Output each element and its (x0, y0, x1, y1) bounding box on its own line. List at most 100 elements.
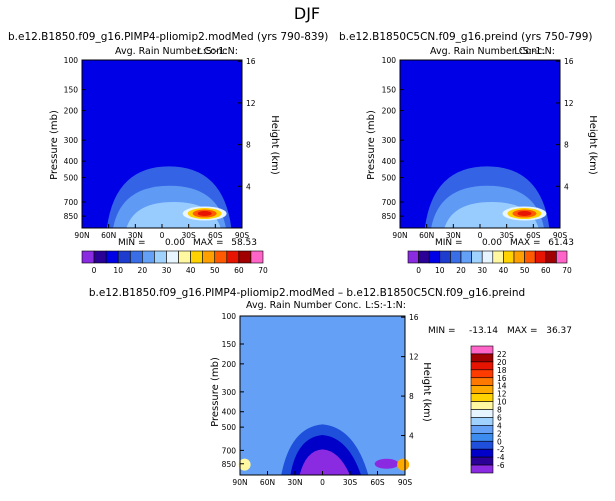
panel-3-max-label: MAX = (507, 326, 538, 336)
panel-1-xtick-label: 30N (128, 231, 143, 240)
panel-1-min-label: MIN = (118, 238, 146, 248)
panel-2-xtick-label: 30S (500, 231, 515, 240)
panel-1-min: 0.00 (165, 238, 185, 248)
panel-2-xtick-label: 90S (553, 231, 568, 240)
panel-2-ytick-label: 700 (382, 198, 397, 207)
panel-3-plot: 90N 60N 30N 0 30S 60S 90S 100 150 200 300 400 500 700… (222, 312, 419, 487)
panel-1-y2tick-label: 16 (246, 57, 256, 66)
panel-3-y2tick-label: 8 (409, 392, 414, 401)
panel-1-max-label: MAX = (193, 238, 224, 248)
panel-3-colorbar-label: 0 (497, 437, 502, 446)
panel-3-colorbar-swatch (470, 353, 494, 363)
panel-1-colorbar-swatch (142, 250, 155, 264)
panel-2-colorbar-label: 30 (477, 266, 487, 275)
panel-1-ytick-label: 150 (64, 86, 79, 95)
panel-1-colorbar-swatch (117, 250, 131, 264)
panel-3-colorbar-swatch (470, 345, 494, 355)
panel-3-colorbar-label: -6 (497, 461, 505, 470)
panel-1-colorbar-swatch (93, 250, 107, 264)
panel-3-ylabel: Pressure (mb) (210, 357, 221, 427)
panel-2-title: b.e12.B1850C5CN.f09_g16.preind (yrs 750-… (339, 31, 592, 43)
panel-1-colorbar-label: 10 (113, 266, 123, 275)
panel-3-ytick-label: 400 (222, 408, 237, 417)
panel-2-plot: 90N 60N 30N 0 30S 60S 90S 100 150 200 300 400 500 700… (382, 56, 574, 240)
panel-1-ytick-label: 100 (64, 56, 79, 65)
panel-1-subtitle: Avg. Rain Number Conc. (115, 46, 230, 57)
panel-2-ytick-label: 400 (382, 157, 397, 166)
panel-3-xtick-label: 30N (287, 478, 302, 487)
panel-3-negative-band (299, 449, 350, 475)
panel-2-colorbar-label: 20 (456, 266, 466, 275)
panel-1-colorbar-label: 60 (234, 266, 244, 275)
panel-3-colorbar-label: 4 (497, 421, 502, 430)
panel-1-max: 58.53 (231, 238, 257, 248)
panel-1-colorbar-swatch (178, 250, 191, 264)
panel-3-max: 36.37 (546, 326, 572, 336)
panel-2-colorbar-swatch (428, 250, 441, 264)
panel-3-colorbar-swatch (470, 456, 494, 466)
panel-3-colorbar-swatch (470, 401, 494, 410)
panel-3-xtick-label: 90N (232, 478, 247, 487)
panel-3-colorbar-label: -4 (497, 453, 505, 462)
panel-2: b.e12.B1850C5CN.f09_g16.preind (yrs 750-… (339, 31, 598, 275)
panel-2-ytick-label: 100 (382, 56, 397, 65)
panel-2-ytick-label: 500 (382, 173, 397, 182)
panel-3-colorbar-label: 16 (497, 374, 507, 383)
panel-1-colorbar-label: 30 (162, 266, 172, 275)
panel-2-colorbar-label: 40 (499, 266, 509, 275)
panel-2-colorbar-swatch (556, 250, 568, 264)
panel-2-colorbar-swatch (439, 250, 451, 264)
panel-2-colorbar-label: 70 (562, 266, 572, 275)
panel-3-colorbar-swatch (470, 409, 494, 418)
panel-2-colorbar-swatch (460, 250, 472, 264)
panel-3-colorbar-label: 10 (497, 398, 507, 407)
panel-1-hotspot-band (197, 211, 212, 217)
panel-2-colorbar-label: 50 (520, 266, 530, 275)
panel-1-ytick-label: 500 (64, 173, 79, 182)
panel-3-ytick-label: 850 (222, 460, 237, 469)
panel-3-negative-band (374, 458, 399, 469)
panel-1-colorbar-swatch (190, 250, 203, 264)
panel-3-xtick-label: 60N (260, 478, 275, 487)
panel-1-colorbar-label: 50 (210, 266, 220, 275)
panel-2-colorbar-label: 10 (435, 266, 445, 275)
panel-3-positive-band (397, 458, 410, 471)
panel-1-xtick-label: 0 (160, 231, 165, 240)
panel-3-min-label: MIN = (428, 326, 456, 336)
panel-2-colorbar-swatch (534, 250, 547, 264)
panel-1-xtick-label: 60N (101, 231, 116, 240)
panel-3-xtick-label: 60S (370, 478, 385, 487)
panel-3-colorbar-swatch (470, 361, 494, 371)
panel-3-colorbar-label: 6 (497, 413, 502, 422)
panel-1-ylabel: Pressure (mb) (49, 110, 60, 180)
panel-2-y2tick-label: 4 (564, 182, 569, 191)
panel-2-min-label: MIN = (435, 238, 463, 248)
panel-3-xtick-label: 30S (343, 478, 358, 487)
panel-3-y2label: Height (km) (421, 362, 432, 422)
panel-3: b.e12.B1850.f09_g16.PIMP4-pliomip2.modMe… (89, 287, 572, 487)
panel-1-colorbar-label: 70 (258, 266, 268, 275)
panel-1-xtick-label: 30S (182, 231, 197, 240)
panel-3-colorbar-label: 2 (497, 429, 502, 438)
panel-1-colorbar-swatch (226, 250, 240, 264)
panel-1-colorbar-label: 20 (138, 266, 148, 275)
panel-1-y2tick-label: 12 (246, 99, 256, 108)
panel-3-colorbar-label: 12 (497, 390, 507, 399)
panel-3-colorbar-label: 8 (497, 406, 502, 415)
panel-1-colorbar-swatch (105, 250, 119, 264)
panel-1-colorbar-swatch (214, 250, 228, 264)
panel-1-ytick-label: 200 (64, 107, 79, 116)
panel-2-xtick-label: 90N (392, 231, 407, 240)
panel-2-colorbar-swatch (513, 250, 525, 264)
panel-2-max-label: MAX = (510, 238, 541, 248)
panel-1-ytick-label: 700 (64, 198, 79, 207)
panel-2-ytick-label: 200 (382, 107, 397, 116)
panel-2-y2label: Height (km) (587, 115, 598, 175)
panel-3-subtitle: Avg. Rain Number Conc. (246, 300, 361, 311)
panel-2-xtick-label: 30N (446, 231, 461, 240)
panel-3-colorbar-swatch (470, 425, 494, 434)
panel-3-title: b.e12.B1850.f09_g16.PIMP4-pliomip2.modMe… (89, 287, 525, 299)
panel-3-colorbar-label: 20 (497, 358, 507, 367)
panel-1-colorbar-swatch (81, 250, 95, 264)
panel-3-colorbar-label: 22 (497, 350, 507, 359)
